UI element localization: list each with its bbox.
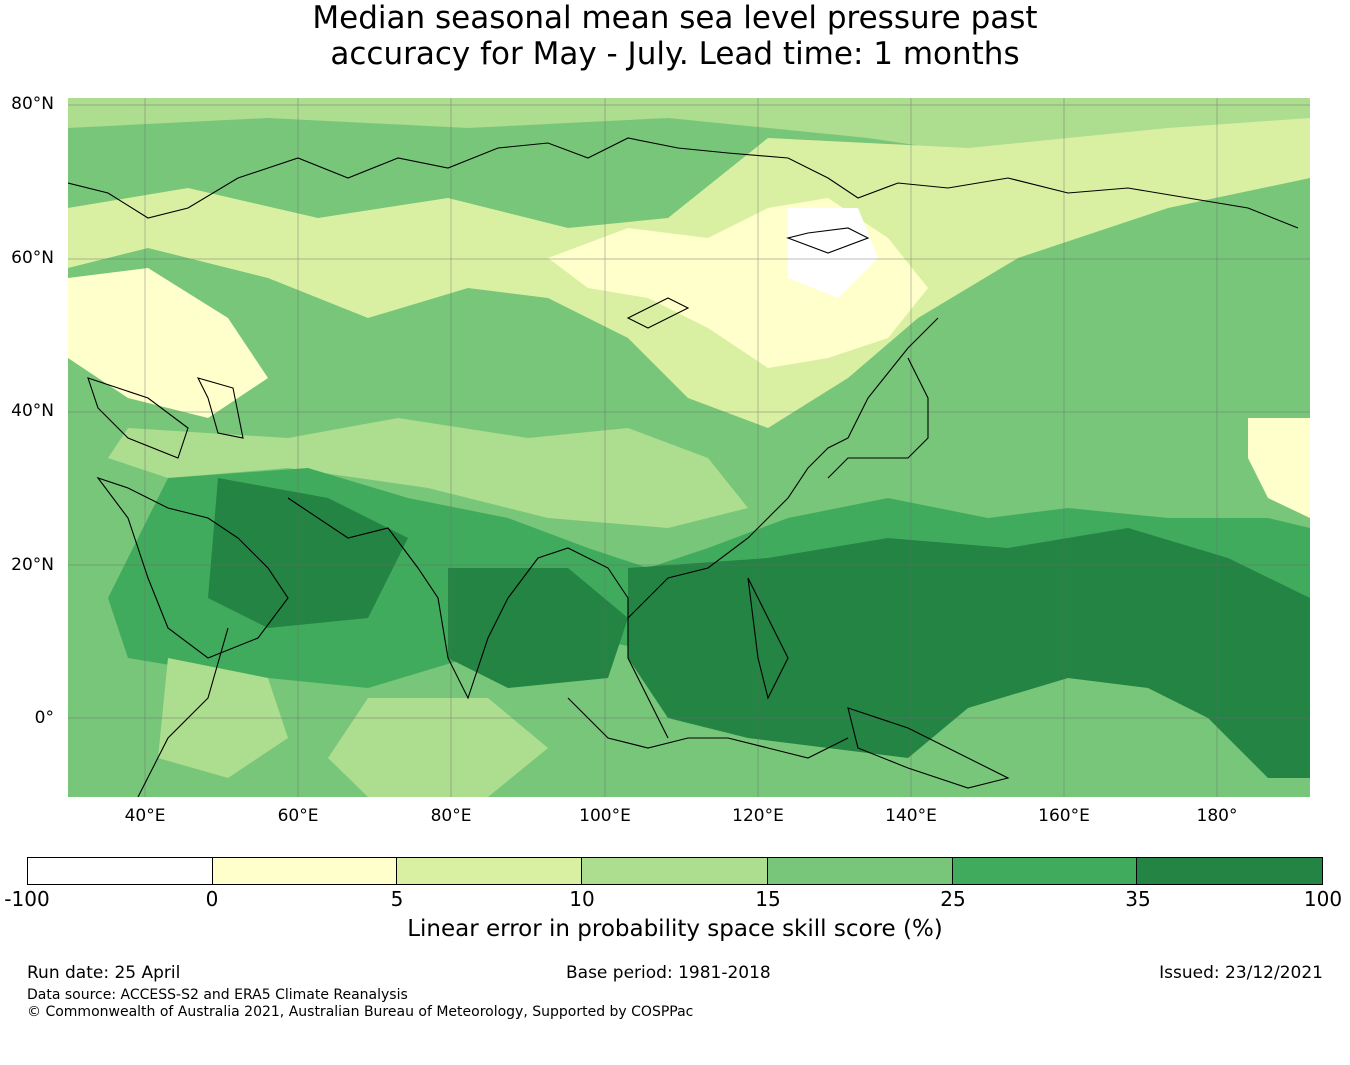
- colorbar-label: Linear error in probability space skill …: [407, 916, 943, 942]
- colorbar-tick: 25: [940, 887, 966, 911]
- lon-tick-160e: 160°E: [1038, 806, 1090, 826]
- zone-negative-skill: [788, 208, 878, 298]
- title-line-1: Median seasonal mean sea level pressure …: [312, 0, 1038, 36]
- base-period: Base period: 1981-2018: [566, 963, 771, 983]
- zone-low-skill-east: [1248, 418, 1310, 518]
- colorbar-tick: -100: [4, 887, 50, 911]
- lat-tick-0: 0°: [34, 708, 54, 728]
- copyright-notice: © Commonwealth of Australia 2021, Austra…: [27, 1004, 694, 1020]
- lon-tick-80e: 80°E: [430, 806, 472, 826]
- colorbar-segment-25-35: [952, 858, 1138, 884]
- run-date: Run date: 25 April: [27, 963, 181, 983]
- lon-tick-180: 180°: [1196, 806, 1238, 826]
- lat-tick-60n: 60°N: [11, 248, 54, 268]
- colorbar-tick: 5: [390, 887, 404, 911]
- colorbar-tick: 10: [569, 887, 595, 911]
- lon-tick-60e: 60°E: [277, 806, 319, 826]
- lon-tick-120e: 120°E: [732, 806, 784, 826]
- colorbar-tick: 0: [205, 887, 219, 911]
- zone-central-asia: [108, 418, 748, 528]
- lat-tick-40n: 40°N: [11, 401, 54, 421]
- chart-title: Median seasonal mean sea level pressure …: [0, 0, 1350, 72]
- colorbar-segment-15-25: [767, 858, 953, 884]
- zone-low-skill-west: [68, 268, 268, 418]
- skill-score-map: [68, 98, 1310, 797]
- map-canvas: [68, 98, 1310, 797]
- lon-tick-100e: 100°E: [579, 806, 631, 826]
- lon-tick-140e: 140°E: [885, 806, 937, 826]
- colorbar-tick: 100: [1303, 887, 1343, 911]
- colorbar-segment-10-15: [582, 858, 768, 884]
- colorbar-segment-0-5: [212, 858, 398, 884]
- colorbar-segment-negative: [28, 858, 213, 884]
- colorbar-tick: 15: [755, 887, 781, 911]
- lat-tick-20n: 20°N: [11, 555, 54, 575]
- lat-tick-80n: 80°N: [11, 94, 54, 114]
- graticule: [68, 98, 1310, 797]
- colorbar-segment-35-100: [1137, 858, 1323, 884]
- issued-date: Issued: 23/12/2021: [1159, 963, 1323, 983]
- lon-tick-40e: 40°E: [124, 806, 166, 826]
- colorbar: [27, 857, 1323, 885]
- colorbar-segment-5-10: [397, 858, 583, 884]
- title-line-2: accuracy for May - July. Lead time: 1 mo…: [330, 36, 1020, 72]
- coastlines: [68, 137, 1299, 797]
- zone-indian-ocean: [328, 698, 548, 797]
- colorbar-tick: 35: [1125, 887, 1151, 911]
- zone-arabia: [208, 478, 408, 628]
- zone-bay-of-bengal: [448, 568, 628, 688]
- data-source: Data source: ACCESS-S2 and ERA5 Climate …: [27, 987, 408, 1003]
- zone-west-pacific: [628, 528, 1310, 778]
